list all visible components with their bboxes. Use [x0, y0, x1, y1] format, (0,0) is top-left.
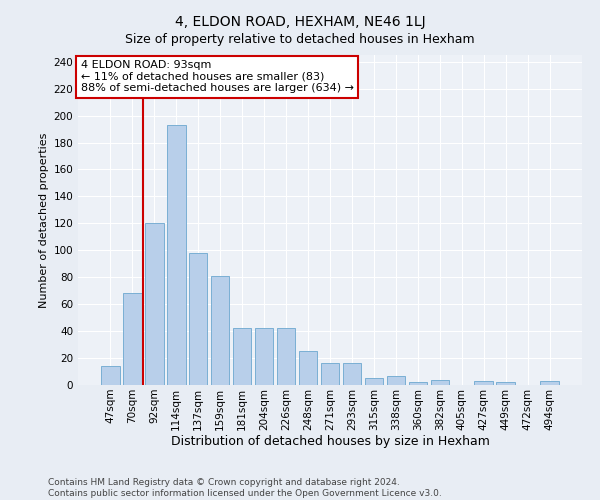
Text: 4 ELDON ROAD: 93sqm
← 11% of detached houses are smaller (83)
88% of semi-detach: 4 ELDON ROAD: 93sqm ← 11% of detached ho… — [80, 60, 353, 93]
Bar — [343, 364, 361, 385]
Bar — [167, 125, 185, 385]
Bar — [431, 380, 449, 385]
Bar — [386, 376, 405, 385]
Bar — [189, 253, 208, 385]
Bar — [365, 378, 383, 385]
Bar — [101, 366, 119, 385]
Bar — [299, 352, 317, 385]
Bar — [475, 381, 493, 385]
Bar — [496, 382, 515, 385]
Text: 4, ELDON ROAD, HEXHAM, NE46 1LJ: 4, ELDON ROAD, HEXHAM, NE46 1LJ — [175, 15, 425, 29]
Bar — [145, 224, 164, 385]
Text: Size of property relative to detached houses in Hexham: Size of property relative to detached ho… — [125, 32, 475, 46]
Bar — [409, 382, 427, 385]
Bar — [233, 328, 251, 385]
Y-axis label: Number of detached properties: Number of detached properties — [39, 132, 49, 308]
X-axis label: Distribution of detached houses by size in Hexham: Distribution of detached houses by size … — [170, 436, 490, 448]
Bar — [277, 328, 295, 385]
Text: Contains HM Land Registry data © Crown copyright and database right 2024.
Contai: Contains HM Land Registry data © Crown c… — [48, 478, 442, 498]
Bar — [541, 381, 559, 385]
Bar — [320, 364, 340, 385]
Bar — [211, 276, 229, 385]
Bar — [123, 294, 142, 385]
Bar — [255, 328, 274, 385]
